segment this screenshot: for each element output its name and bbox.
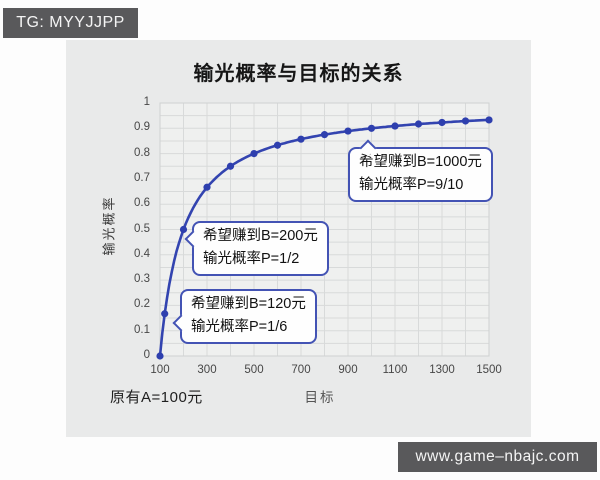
x-tick-label: 1300 xyxy=(429,364,455,376)
data-point-marker xyxy=(179,225,188,234)
data-point-marker xyxy=(438,118,446,127)
data-point-marker xyxy=(320,131,329,139)
data-point-marker xyxy=(273,141,282,149)
x-tick-label: 1100 xyxy=(382,364,408,376)
annotation-b200: 希望赚到B=200元 输光概率P=1/2 xyxy=(184,221,329,276)
annotation-b120: 希望赚到B=120元 输光概率P=1/6 xyxy=(172,289,317,344)
watermark-text: www.game–nbajc.com xyxy=(415,448,580,465)
x-tick-label: 500 xyxy=(244,364,264,376)
annotation-b1000-line1: 希望赚到B=1000元 xyxy=(359,154,482,170)
initial-amount-note: 原有A=100元 xyxy=(110,389,203,406)
annotation-b200-line2: 输光概率P=1/2 xyxy=(203,251,300,267)
y-tick-label: 0.7 xyxy=(134,171,150,184)
y-tick-label: 0.6 xyxy=(134,197,150,210)
y-tick-label: 0 xyxy=(143,349,150,361)
telegram-handle-text: TG: MYYJJPP xyxy=(16,14,125,31)
data-point-marker xyxy=(461,117,470,125)
data-point-marker xyxy=(156,352,164,360)
watermark-badge: www.game–nbajc.com xyxy=(398,442,597,472)
telegram-handle-badge: TG: MYYJJPP xyxy=(3,8,138,38)
data-point-marker xyxy=(203,183,211,191)
y-axis-label: 输光概率 xyxy=(101,195,117,256)
y-tick-label: 0.5 xyxy=(134,222,150,235)
data-point-marker xyxy=(250,150,258,158)
data-point-marker xyxy=(226,162,235,170)
y-tick-label: 0.3 xyxy=(134,273,150,286)
y-tick-label: 1 xyxy=(143,96,150,108)
y-tick-label: 0.9 xyxy=(134,121,150,134)
data-point-marker xyxy=(344,127,352,135)
data-point-marker xyxy=(297,135,305,143)
x-tick-label: 1500 xyxy=(476,364,502,376)
chart-title: 输光概率与目标的关系 xyxy=(193,63,404,85)
x-axis-label: 目标 xyxy=(304,390,336,405)
x-tick-label: 300 xyxy=(197,364,217,376)
annotation-b200-line1: 希望赚到B=200元 xyxy=(203,228,318,244)
data-point-marker xyxy=(414,120,423,128)
data-point-marker xyxy=(391,122,399,130)
annotation-b1000-line2: 输光概率P=9/10 xyxy=(359,177,464,193)
data-point-marker xyxy=(367,124,376,132)
annotation-b120-line2: 输光概率P=1/6 xyxy=(191,319,288,335)
data-point-marker xyxy=(161,310,169,318)
y-tick-label: 0.2 xyxy=(134,298,150,311)
annotation-b120-line1: 希望赚到B=120元 xyxy=(191,296,306,312)
y-tick-label: 0.1 xyxy=(134,323,150,336)
data-point-marker xyxy=(485,116,493,124)
x-tick-label: 700 xyxy=(291,364,311,376)
y-tick-label: 0.8 xyxy=(134,146,150,159)
y-tick-label: 0.4 xyxy=(134,247,150,260)
x-tick-label: 100 xyxy=(150,364,170,376)
x-tick-label: 900 xyxy=(338,364,358,376)
annotation-b1000: 希望赚到B=1000元 输光概率P=9/10 xyxy=(348,139,493,202)
